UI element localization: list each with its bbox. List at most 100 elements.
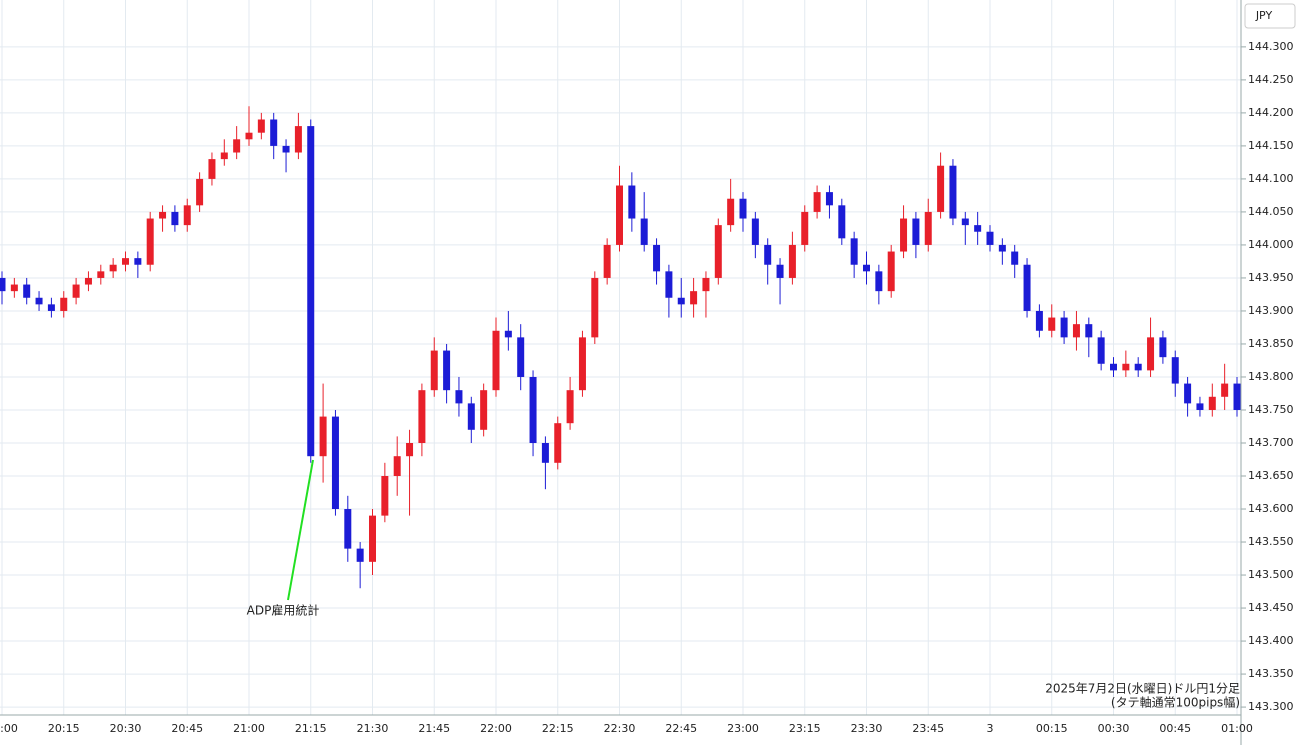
candle-body bbox=[455, 390, 463, 404]
grid bbox=[0, 0, 1241, 715]
x-tick-label: 23:15 bbox=[789, 722, 821, 735]
candle-body bbox=[825, 192, 833, 206]
candle-body bbox=[356, 548, 364, 562]
candle-body bbox=[1159, 337, 1167, 358]
y-tick-label: 143.350 bbox=[1248, 667, 1294, 680]
y-tick-label: 143.400 bbox=[1248, 634, 1294, 647]
candle-body bbox=[1023, 264, 1031, 311]
candle-body bbox=[801, 211, 809, 245]
candle-body bbox=[245, 132, 253, 140]
currency-label: JPY bbox=[1255, 9, 1273, 22]
x-tick-label: 00:45 bbox=[1159, 722, 1191, 735]
candles bbox=[0, 106, 1241, 589]
candle-body bbox=[134, 258, 142, 265]
candle-body bbox=[72, 284, 80, 298]
y-tick-label: 144.200 bbox=[1248, 106, 1294, 119]
candle-body bbox=[60, 297, 68, 311]
candle-body bbox=[714, 225, 722, 278]
candle-body bbox=[257, 119, 265, 133]
candle-body bbox=[863, 264, 870, 272]
candle-body bbox=[776, 264, 784, 278]
y-tick-label: 143.950 bbox=[1248, 271, 1294, 284]
annotation-line bbox=[287, 459, 314, 601]
candle-body bbox=[171, 211, 179, 226]
candle-body bbox=[937, 165, 945, 212]
candle-body bbox=[208, 159, 216, 179]
candle-body bbox=[1072, 324, 1080, 338]
candle-body bbox=[1184, 383, 1192, 404]
candle-body bbox=[504, 330, 512, 338]
y-tick-label: 143.900 bbox=[1248, 304, 1294, 317]
candle-body bbox=[764, 244, 772, 265]
candle-body bbox=[369, 515, 376, 562]
candle-body bbox=[319, 416, 327, 457]
candle-body bbox=[578, 337, 586, 391]
y-tick-label: 143.500 bbox=[1248, 568, 1294, 581]
x-tick-label: 21:30 bbox=[357, 722, 389, 735]
x-tick-label: 20:30 bbox=[110, 722, 142, 735]
candle-body bbox=[986, 231, 994, 245]
currency-box bbox=[1244, 3, 1296, 29]
candle-body bbox=[443, 350, 451, 391]
candle-body bbox=[1221, 383, 1229, 397]
candle-body bbox=[1085, 324, 1093, 338]
candle-body bbox=[47, 304, 55, 311]
x-tick-label: 22:45 bbox=[665, 722, 697, 735]
y-tick-label: 144.000 bbox=[1248, 238, 1294, 251]
candle-body bbox=[1208, 396, 1216, 410]
x-tick-label: 21:00 bbox=[233, 722, 265, 735]
x-tick-label: 20:00 bbox=[0, 722, 18, 735]
candle-body bbox=[554, 423, 562, 463]
caption: (タテ軸通常100pips幅) bbox=[1111, 695, 1240, 710]
candle-body bbox=[480, 390, 488, 430]
x-tick-label: 23:45 bbox=[912, 722, 944, 735]
annotation: ADP雇用統計 bbox=[247, 603, 320, 618]
candle-body bbox=[430, 350, 438, 391]
candle-body bbox=[900, 218, 908, 252]
candle-body bbox=[23, 284, 31, 298]
y-tick-label: 143.800 bbox=[1248, 370, 1294, 383]
candle-body bbox=[949, 165, 957, 219]
candle-body bbox=[788, 244, 796, 278]
candle-body bbox=[381, 476, 389, 516]
candle-body bbox=[183, 205, 191, 226]
candle-body bbox=[1196, 403, 1204, 410]
candle-body bbox=[233, 139, 241, 153]
candle-body bbox=[517, 337, 525, 377]
candle-body bbox=[751, 218, 759, 245]
candle-body bbox=[122, 258, 129, 265]
candle-body bbox=[677, 297, 685, 305]
candle-body bbox=[97, 271, 105, 278]
candle-body bbox=[406, 442, 414, 457]
candle-body bbox=[912, 218, 920, 245]
candle-body bbox=[109, 264, 117, 272]
candle-body bbox=[1048, 317, 1056, 331]
y-tick-label: 144.300 bbox=[1248, 40, 1294, 53]
candle-body bbox=[653, 244, 661, 272]
candle-body bbox=[591, 277, 599, 338]
candle-body bbox=[344, 509, 352, 549]
y-tick-label: 143.850 bbox=[1248, 337, 1294, 350]
x-tick-label: 00:30 bbox=[1098, 722, 1130, 735]
candle-body bbox=[739, 198, 747, 219]
x-tick-label: 21:45 bbox=[418, 722, 450, 735]
y-tick-label: 144.050 bbox=[1248, 205, 1294, 218]
candle-body bbox=[393, 456, 401, 477]
candle-body bbox=[566, 390, 574, 424]
candle-body bbox=[1011, 251, 1019, 265]
candle-body bbox=[84, 277, 92, 285]
candle-body bbox=[850, 238, 858, 265]
x-tick-label: 20:45 bbox=[171, 722, 203, 735]
candle-body bbox=[665, 271, 673, 298]
y-tick-label: 143.600 bbox=[1248, 502, 1294, 515]
candle-body bbox=[1122, 363, 1130, 371]
candle-body bbox=[813, 192, 821, 212]
candle-body bbox=[628, 185, 636, 219]
x-tick-label: 22:00 bbox=[480, 722, 512, 735]
candle-body bbox=[282, 145, 290, 153]
candle-body bbox=[1035, 310, 1043, 331]
candle-body bbox=[1060, 317, 1068, 338]
candle-body bbox=[1147, 337, 1155, 371]
